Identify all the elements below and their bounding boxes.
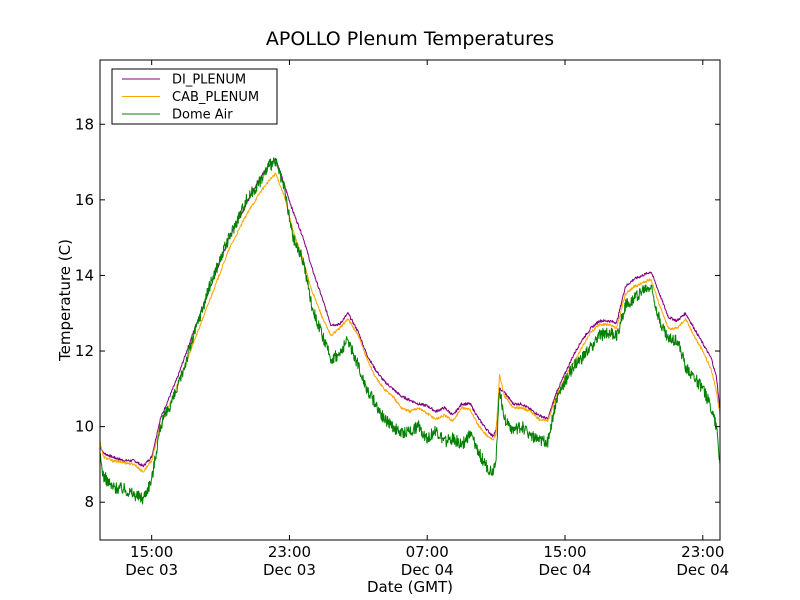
x-axis-label: Date (GMT)	[367, 578, 453, 596]
series-lines	[99, 157, 721, 505]
y-axis-label: Temperature (C)	[56, 239, 74, 362]
x-tick-label-time: 23:00	[268, 543, 311, 561]
y-tick-label: 10	[75, 418, 94, 436]
y-tick-label: 12	[75, 342, 94, 360]
x-tick-label-date: Dec 03	[263, 561, 316, 579]
series-line-cab-plenum	[99, 172, 721, 473]
legend-label: DI_PLENUM	[172, 73, 246, 88]
y-tick-label: 18	[75, 115, 94, 133]
x-tick-label-time: 23:00	[681, 543, 724, 561]
x-tick-label-time: 15:00	[543, 543, 586, 561]
plot-frame	[99, 59, 721, 541]
series-line-dome-air	[99, 157, 721, 505]
y-tick-label: 8	[84, 493, 94, 511]
y-tick-label: 14	[75, 266, 94, 284]
x-tick-label-time: 07:00	[406, 543, 449, 561]
legend-label: CAB_PLENUM	[172, 90, 259, 105]
x-tick-label-date: Dec 04	[401, 561, 454, 579]
x-tick-label-date: Dec 04	[539, 561, 592, 579]
x-tick-label-time: 15:00	[130, 543, 173, 561]
x-tick-label-date: Dec 03	[125, 561, 178, 579]
chart-title: APOLLO Plenum Temperatures	[266, 28, 554, 50]
legend-label: Dome Air	[172, 108, 233, 123]
legend: DI_PLENUM CAB_PLENUM Dome Air	[111, 68, 278, 125]
y-tick-label: 16	[75, 191, 94, 209]
series-line-di-plenum	[99, 157, 721, 468]
x-tick-label-date: Dec 04	[676, 561, 729, 579]
